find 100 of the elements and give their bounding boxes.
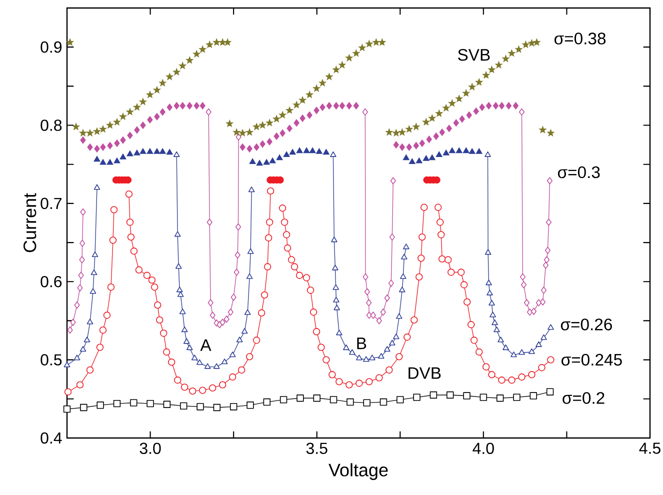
x-tick-label: 3.0 [140, 442, 161, 454]
point [346, 102, 352, 110]
y-tick-label: 0.6 [40, 276, 62, 288]
annotation: B [357, 338, 366, 350]
point [546, 218, 552, 226]
point [422, 155, 430, 161]
point [416, 158, 422, 164]
point [194, 102, 200, 110]
point [140, 122, 146, 129]
point [323, 149, 330, 155]
annotation: σ=0.26 [560, 318, 612, 330]
point [220, 318, 226, 326]
point [230, 294, 236, 301]
point [114, 158, 120, 164]
point [408, 158, 416, 164]
point [546, 177, 553, 184]
annotation: σ=0.245 [562, 354, 622, 366]
point [134, 150, 140, 156]
x-tick-label: 4.5 [639, 442, 660, 454]
point [476, 148, 482, 154]
point [130, 399, 138, 406]
point [80, 208, 86, 216]
point [166, 104, 172, 111]
point [463, 392, 470, 400]
point [94, 156, 100, 162]
point [206, 218, 212, 226]
point [536, 299, 542, 306]
point [289, 149, 296, 155]
point [364, 288, 370, 296]
point [309, 147, 316, 154]
point [80, 404, 88, 412]
point [362, 108, 368, 116]
point [446, 391, 454, 399]
point [67, 326, 73, 334]
point [140, 148, 146, 154]
point [113, 400, 121, 408]
annotation: σ=0.3 [558, 166, 600, 178]
point [77, 284, 83, 292]
y-tick-label: 0.7 [40, 198, 62, 210]
point [330, 396, 338, 404]
point [316, 148, 322, 154]
point [413, 394, 420, 401]
point [114, 140, 120, 147]
point [314, 106, 320, 114]
point [163, 400, 171, 408]
point [79, 256, 85, 264]
y-tick-label: 0.9 [40, 41, 62, 53]
point [306, 112, 312, 119]
point [389, 233, 395, 241]
point [249, 158, 256, 164]
point [228, 308, 234, 316]
point [96, 402, 104, 409]
point [456, 147, 462, 154]
point [87, 144, 93, 151]
point [210, 312, 216, 319]
point [419, 140, 425, 147]
annotation: DVB [408, 367, 441, 379]
point [154, 113, 160, 120]
point [300, 114, 306, 122]
x-tick-label: 3.5 [306, 442, 328, 454]
point [396, 396, 404, 404]
point [540, 298, 546, 306]
point [100, 144, 106, 151]
point [80, 136, 86, 144]
point [166, 149, 173, 155]
point [274, 132, 280, 140]
point [100, 159, 106, 165]
point [260, 140, 266, 148]
y-tick-label: 0.4 [40, 432, 62, 444]
point [446, 124, 452, 132]
point [513, 394, 520, 401]
point [426, 136, 432, 143]
point [473, 108, 479, 115]
point [78, 272, 84, 279]
point [283, 151, 290, 157]
point [127, 132, 133, 140]
point [468, 148, 476, 154]
point [196, 403, 204, 410]
point [263, 398, 270, 406]
point [520, 273, 526, 281]
point [492, 102, 499, 110]
point [339, 102, 345, 110]
point [436, 151, 442, 157]
point [453, 119, 459, 127]
point [126, 150, 134, 156]
point [370, 312, 376, 319]
point [448, 147, 456, 154]
point [320, 104, 326, 111]
point [530, 392, 537, 400]
point [384, 294, 390, 302]
point [107, 142, 113, 150]
point [459, 115, 465, 123]
point [303, 147, 310, 154]
point [526, 308, 533, 316]
point [296, 147, 303, 154]
annotation: A [200, 339, 212, 351]
point [154, 148, 160, 154]
point [235, 223, 242, 230]
point [399, 144, 405, 151]
point [206, 108, 212, 116]
